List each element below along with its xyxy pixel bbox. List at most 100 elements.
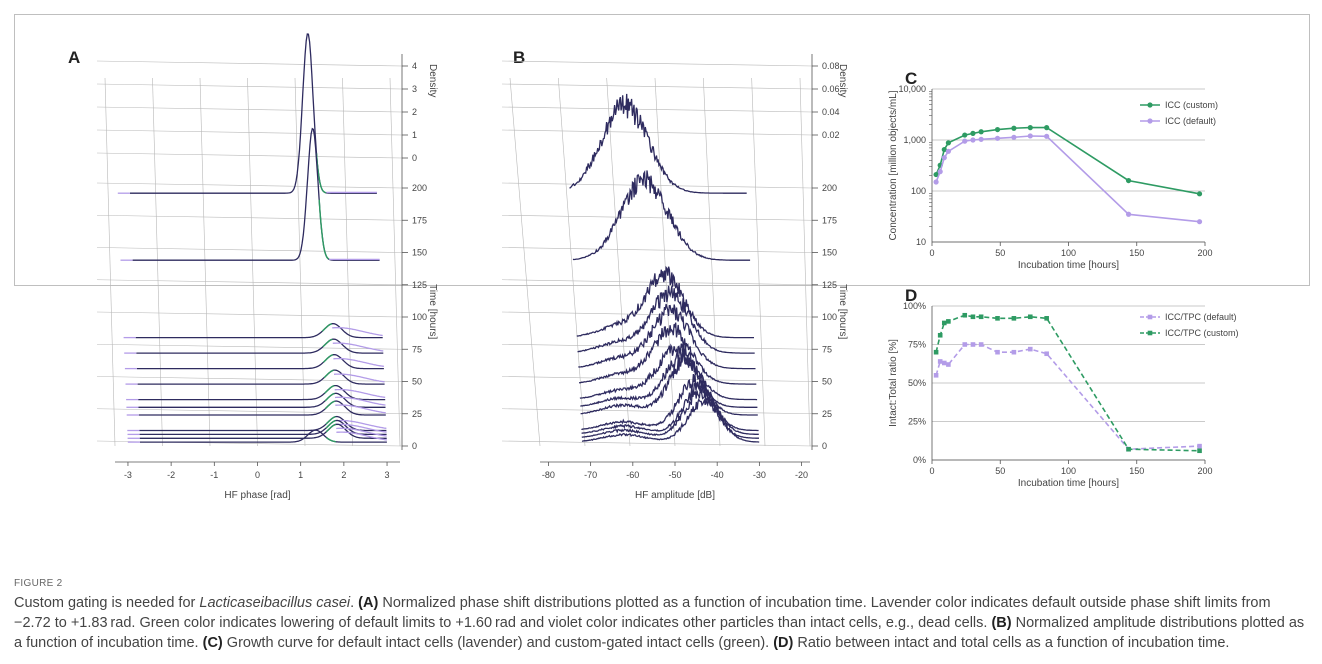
time-tick-label: 150 xyxy=(822,248,837,258)
data-point xyxy=(978,129,984,135)
x-tick-label: -80 xyxy=(542,470,555,480)
data-point xyxy=(1196,191,1203,197)
x-tick-label: 0 xyxy=(255,470,260,480)
x-axis-label: HF phase [rad] xyxy=(224,490,290,501)
distribution-curve-t9 xyxy=(139,419,387,436)
x-tick-label: 150 xyxy=(1129,466,1144,476)
density-tick-label: 0.02 xyxy=(822,130,840,140)
distribution-curve-t36 xyxy=(138,384,386,401)
grid-line xyxy=(501,214,813,221)
density-tick-label: 0.06 xyxy=(822,84,840,94)
outside-limits-curve-t9 xyxy=(336,423,387,433)
time-tick-label: 175 xyxy=(412,215,427,225)
outside-limits-curve-t12 xyxy=(335,419,387,430)
caption-part-b: Normalized amplitude distributions plott… xyxy=(14,615,1305,651)
outside-limits-curve-t24 xyxy=(335,404,386,414)
grid-line xyxy=(501,60,813,67)
legend-label: ICC/TPC (default) xyxy=(1165,312,1237,322)
y-axis-label: Intact:Total ratio [%] xyxy=(888,339,899,427)
data-point xyxy=(1027,346,1033,352)
density-tick-label: 0.08 xyxy=(822,61,840,71)
grid-line xyxy=(96,129,403,136)
custom-limits-curve-t9 xyxy=(325,419,336,429)
distribution-curve-t12 xyxy=(139,415,387,432)
time-tick-label: 25 xyxy=(822,409,832,419)
x-axis-label: HF amplitude [dB] xyxy=(635,490,715,501)
caption-part-d: Ratio between intact and total cells as … xyxy=(793,635,1230,651)
time-tick-label: 200 xyxy=(412,183,427,193)
data-point xyxy=(1011,134,1017,140)
data-point xyxy=(1027,133,1033,139)
density-axis-label: Density xyxy=(427,64,438,97)
data-point xyxy=(978,314,984,320)
grid-line xyxy=(501,106,813,113)
grid-line xyxy=(96,408,403,415)
data-point xyxy=(946,362,951,367)
grid-line xyxy=(96,247,403,253)
x-tick-label: 50 xyxy=(995,248,1005,258)
data-point xyxy=(945,148,951,154)
time-tick-label: 150 xyxy=(412,248,427,258)
custom-limits-curve-t36 xyxy=(324,385,335,394)
caption-tag-a: (A) xyxy=(358,595,379,611)
density-axis-label: Density xyxy=(837,64,848,97)
data-point xyxy=(1196,219,1203,225)
series-line-0 xyxy=(935,126,1200,195)
grid-line xyxy=(606,77,631,447)
y-tick-label: 1,000 xyxy=(903,135,926,145)
figure-frame xyxy=(14,14,1310,286)
distribution-curve-t60 xyxy=(136,353,384,370)
data-point xyxy=(946,319,951,324)
grid-line xyxy=(342,77,353,447)
outside-limits-curve-t48 xyxy=(333,373,385,383)
x-tick-label: -20 xyxy=(795,470,808,480)
distribution-curve-t144 xyxy=(132,127,380,261)
x-tick-label: -3 xyxy=(124,470,132,480)
data-point xyxy=(937,169,943,175)
time-tick-label: 175 xyxy=(822,215,837,225)
grid-line xyxy=(501,182,813,189)
series-line-0 xyxy=(935,343,1200,451)
grid-line xyxy=(199,77,211,447)
grid-line xyxy=(751,77,766,447)
x-tick-label: 100 xyxy=(1061,248,1076,258)
grid-line xyxy=(247,77,258,447)
data-point xyxy=(962,342,968,347)
y-tick-label: 10,000 xyxy=(898,84,926,94)
x-tick-label: 3 xyxy=(385,470,390,480)
legend-marker xyxy=(1147,330,1153,336)
data-point xyxy=(937,332,943,338)
data-point xyxy=(941,155,947,161)
caption-title-pre: Custom gating is needed for xyxy=(14,595,200,611)
distribution-curve-t48 xyxy=(579,322,757,385)
distribution-curve-t84 xyxy=(135,322,383,339)
grid-line xyxy=(96,343,403,350)
density-tick-label: 4 xyxy=(412,61,417,71)
panel-letter-d: D xyxy=(905,286,917,305)
grid-line xyxy=(501,343,813,350)
x-tick-label: 0 xyxy=(929,466,934,476)
grid-line xyxy=(96,152,403,159)
time-tick-label: 50 xyxy=(822,377,832,387)
time-tick-label: 100 xyxy=(822,312,837,322)
x-tick-label: 0 xyxy=(929,248,934,258)
distribution-curve-t48 xyxy=(137,369,385,385)
x-tick-label: -60 xyxy=(626,470,639,480)
time-tick-label: 100 xyxy=(412,312,427,322)
x-tick-label: -70 xyxy=(584,470,597,480)
panel-letter-c: C xyxy=(905,69,917,88)
x-tick-label: 200 xyxy=(1197,248,1212,258)
time-tick-label: 25 xyxy=(412,409,422,419)
caption-part-a: Normalized phase shift distributions plo… xyxy=(14,595,1271,631)
custom-limits-curve-t72 xyxy=(322,338,333,348)
caption-part-c: Growth curve for default intact cells (l… xyxy=(222,635,774,651)
time-tick-label: 75 xyxy=(822,344,832,354)
data-point xyxy=(933,373,939,378)
grid-line xyxy=(389,77,401,447)
data-point xyxy=(933,179,939,185)
legend-label: ICC (default) xyxy=(1165,116,1216,126)
data-point xyxy=(1011,349,1017,355)
grid-line xyxy=(104,77,116,447)
distribution-curve-t72 xyxy=(136,338,384,354)
x-tick-label: -2 xyxy=(167,470,175,480)
